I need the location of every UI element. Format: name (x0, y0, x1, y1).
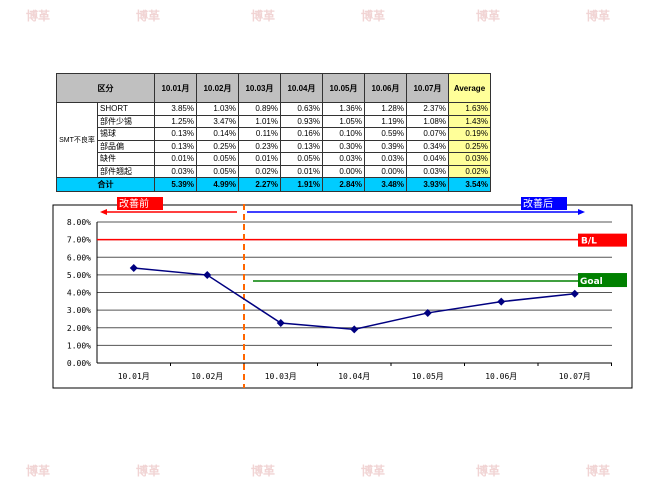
y-tick-label: 6.00% (67, 253, 91, 262)
watermark-logo: 博革 (26, 8, 50, 23)
cell-value: 0.19% (448, 127, 491, 141)
total-value: 3.54% (448, 177, 491, 192)
cell-value: 0.02% (448, 164, 491, 178)
total-value: 5.39% (154, 177, 197, 192)
x-tick-label: 10.07月 (559, 372, 591, 381)
table-row: 部品偏 0.13% 0.25% 0.23% 0.13% 0.30% 0.39% 0.34% 0.… (57, 139, 491, 153)
y-tick-label: 3.00% (67, 306, 91, 315)
data-point (350, 325, 359, 334)
cell-value: 0.03% (448, 152, 491, 166)
goal-label-box (578, 273, 627, 288)
watermark-logo: 博革 (586, 463, 610, 478)
after-label-box (521, 197, 567, 210)
y-tick-label: 0.00% (67, 359, 91, 368)
x-tick-label: 10.06月 (485, 372, 517, 381)
watermark-logo: 博革 (586, 8, 610, 23)
x-tick-label: 10.04月 (338, 372, 370, 381)
watermark-logo: 博革 (136, 8, 160, 23)
total-value: 3.48% (364, 177, 407, 192)
total-value: 3.93% (406, 177, 449, 192)
y-tick-label: 4.00% (67, 289, 91, 298)
watermark-logo: 博革 (26, 463, 50, 478)
total-label: 合计 (56, 177, 155, 192)
watermark-logo: 博革 (361, 8, 385, 23)
total-value: 4.99% (196, 177, 239, 192)
watermark-logo: 博革 (251, 463, 275, 478)
cell-value: 0.25% (448, 139, 491, 153)
header-category: 区分 (56, 73, 155, 103)
y-tick-label: 5.00% (67, 271, 91, 280)
header-column: 10.07月 (406, 73, 449, 103)
before-arrow-head (100, 209, 107, 215)
watermark-logo: 博革 (476, 463, 500, 478)
x-tick-label: 10.02月 (191, 372, 223, 381)
series-line (133, 267, 575, 331)
defect-rate-table: 区分 10.01月 10.02月 10.03月 10.04月 10.05月 10.06月 10… (56, 73, 491, 192)
watermark-logo: 博革 (251, 8, 275, 23)
y-tick-label: 8.00% (67, 218, 91, 227)
goal-label: Goal (580, 277, 603, 287)
watermark-logo: 博革 (136, 463, 160, 478)
header-column: 10.04月 (280, 73, 323, 103)
total-value: 1.91% (280, 177, 323, 192)
total-row: 合计 5.39% 4.99% 2.27% 1.91% 2.84% 3.48% 3.93% 3.5… (56, 177, 491, 192)
y-tick-label: 1.00% (67, 341, 91, 350)
data-point (423, 308, 432, 317)
header-column: 10.03月 (238, 73, 281, 103)
data-point (203, 271, 212, 280)
x-tick-label: 10.05月 (412, 372, 444, 381)
after-arrow-head (578, 209, 585, 215)
y-tick-label: 7.00% (67, 236, 91, 245)
data-point (129, 264, 138, 273)
before-label-box (117, 197, 163, 210)
watermark-logo: 博革 (476, 8, 500, 23)
data-point (497, 297, 506, 306)
x-tick-label: 10.01月 (118, 372, 150, 381)
chart-frame (52, 204, 633, 389)
after-label: 改善后 (523, 197, 553, 210)
x-tick-label: 10.03月 (265, 372, 297, 381)
data-point (276, 318, 285, 327)
header-column: Average (448, 73, 491, 103)
before-label: 改善前 (119, 197, 149, 210)
total-value: 2.84% (322, 177, 365, 192)
data-point (570, 289, 579, 298)
group-label: SMT不良率 (56, 102, 98, 178)
y-tick-label: 2.00% (67, 324, 91, 333)
header-column: 10.05月 (322, 73, 365, 103)
watermark-logo: 博革 (361, 463, 385, 478)
header-column: 10.02月 (196, 73, 239, 103)
baseline-label: B/L (581, 237, 597, 247)
table-row: 部件翘起 0.03% 0.05% 0.02% 0.01% 0.00% 0.00% 0.03% 0… (57, 164, 491, 178)
header-column: 10.06月 (364, 73, 407, 103)
baseline-label-box (578, 233, 627, 247)
